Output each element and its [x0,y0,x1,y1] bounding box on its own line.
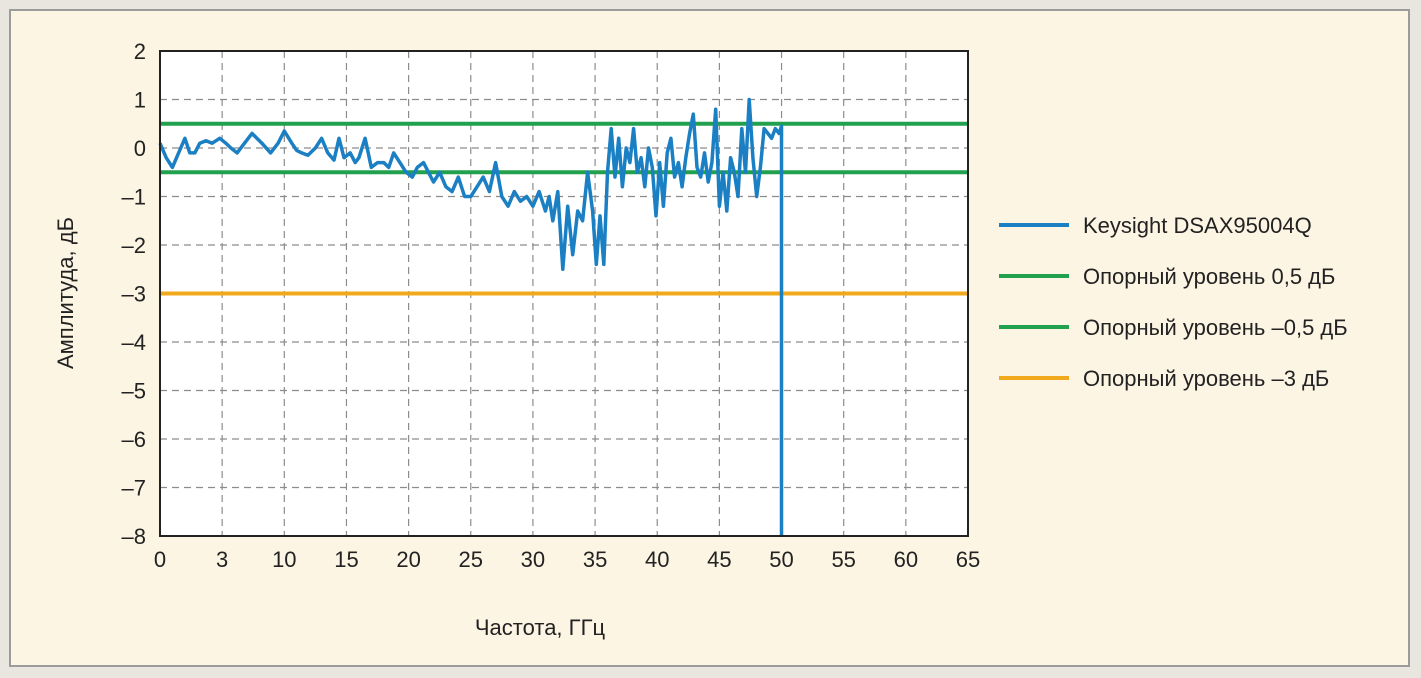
y-axis-title: Амплитуда, дБ [53,217,78,369]
chart-svg: 210–1–2–3–4–5–6–7–8 0 3 10 15 20 25 30 35 40 45 50… [53,39,1348,640]
y-tick-label: –3 [122,282,146,307]
legend-label: Опорный уровень –0,5 дБ [1083,315,1348,340]
x-tick-label: 30 [521,547,545,572]
y-tick-label: –1 [122,185,146,210]
y-tick-label: –2 [122,233,146,258]
y-tick-label: 0 [134,136,146,161]
legend: Keysight DSAX95004Q Опорный уровень 0,5 д… [999,213,1348,391]
x-tick-label: 45 [707,547,731,572]
x-tick-label: 10 [272,547,296,572]
x-tick-label: 65 [956,547,980,572]
legend-label: Опорный уровень –3 дБ [1083,366,1329,391]
y-tick-label: –6 [122,427,146,452]
series-layer [158,97,784,536]
x-tick-label: 3 [216,547,228,572]
x-tick-label: 35 [583,547,607,572]
x-tick-label: 0 [154,547,166,572]
x-tick-label: 60 [894,547,918,572]
x-tick-label: 25 [459,547,483,572]
legend-label: Keysight DSAX95004Q [1083,213,1312,238]
x-tick-label: 15 [334,547,358,572]
y-tick-label: –8 [122,524,146,549]
y-tick-label: –4 [122,330,146,355]
x-axis-title: Частота, ГГц [475,615,606,640]
x-tick-label: 55 [831,547,855,572]
x-tick-label: 20 [396,547,420,572]
plot-border [159,50,969,537]
chart-frame: 2 1 0 –1 –2 –3 –4 –5 –6 –7 –8 0 3 10 15 20 25 30 35 40 45 50… [9,9,1410,667]
y-tick-label: –5 [122,379,146,404]
reference-lines [160,121,968,296]
series-line-measured [158,97,784,536]
y-tick-label: –7 [122,476,146,501]
x-tick-label: 50 [769,547,793,572]
y-tick-labels: 2 1 0 –1 –2 –3 –4 –5 –6 –7 –8 [122,39,146,549]
y-tick-label: 1 [134,88,146,113]
x-tick-label: 40 [645,547,669,572]
y-tick-label: 2 [134,39,146,64]
legend-label: Опорный уровень 0,5 дБ [1083,264,1335,289]
x-tick-labels: 0 3 10 15 20 25 30 35 40 45 50 55 60 65 [154,547,980,572]
